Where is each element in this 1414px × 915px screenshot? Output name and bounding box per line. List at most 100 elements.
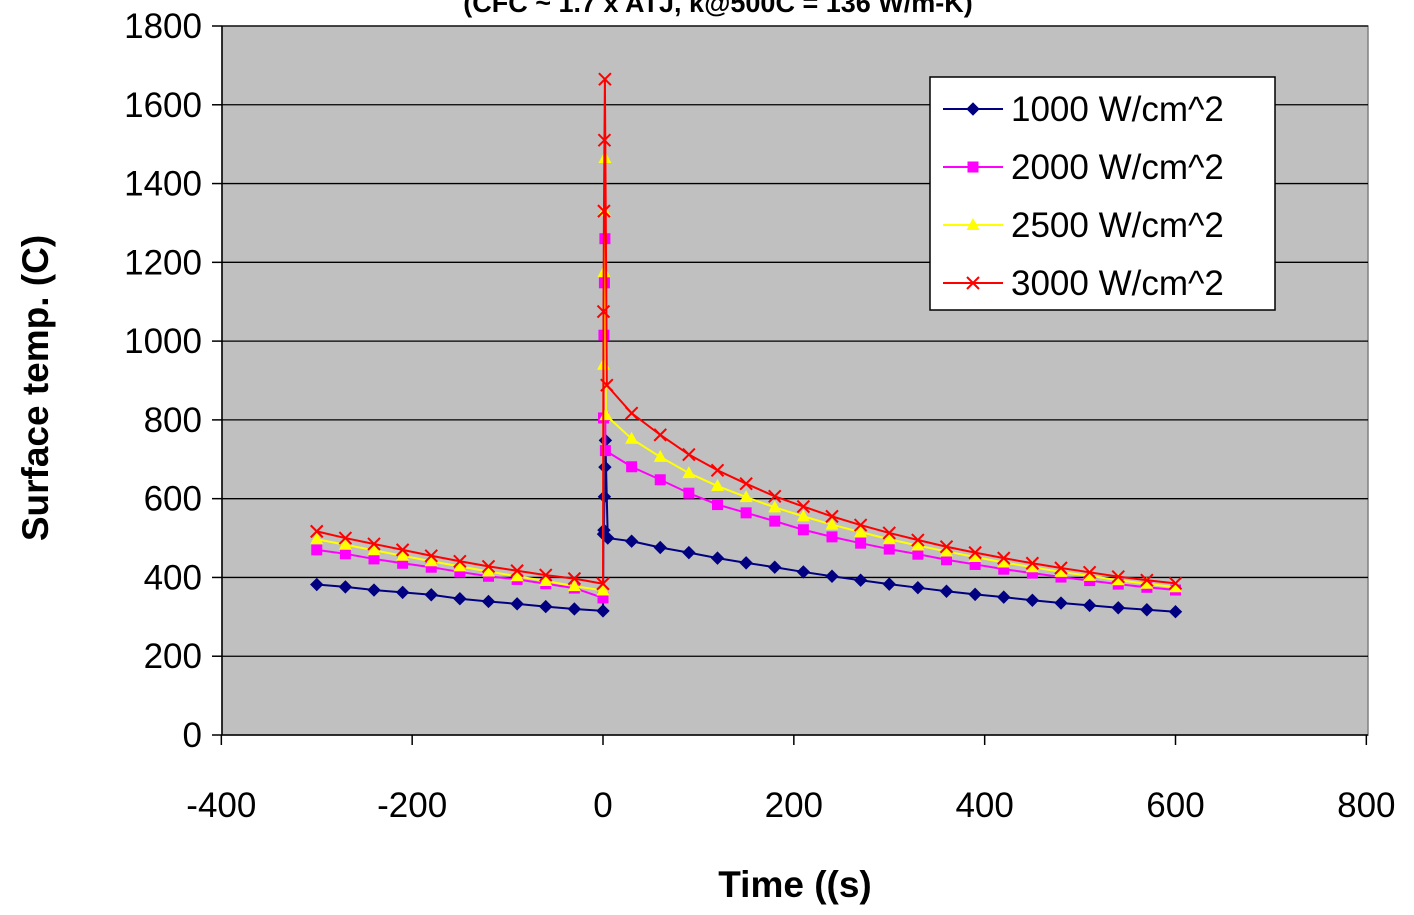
series-1-point — [997, 590, 1011, 604]
series-3-point — [768, 500, 782, 513]
series-4-point — [597, 133, 612, 147]
series-1-point — [1054, 596, 1068, 610]
series-3-point — [510, 569, 524, 582]
series-4-point-stroke — [968, 545, 982, 560]
y-tick-label: 600 — [144, 480, 202, 519]
series-2-point — [626, 461, 638, 473]
series-4-point-stroke — [597, 133, 612, 147]
series-3-point — [596, 583, 610, 596]
series-1-point — [596, 604, 610, 618]
series-1-point — [939, 584, 954, 598]
series-1-point — [598, 460, 612, 474]
series-3-point — [796, 509, 810, 522]
series-2-point — [683, 487, 695, 499]
series-4-point-stroke — [596, 304, 611, 319]
x-axis-title: Time ((s) — [718, 864, 872, 905]
series-2-point — [912, 548, 924, 560]
series-2-point — [368, 553, 380, 565]
chart-title: (CFC ~ 1.7 x ATJ, k@500C = 136 W/m-K) — [463, 0, 973, 18]
series-2-point — [797, 524, 809, 536]
series-3-point — [997, 555, 1011, 568]
series-3-point — [882, 532, 896, 545]
series-1-point — [1025, 593, 1040, 607]
series-4-point — [653, 428, 667, 442]
series-4-line — [316, 78, 1176, 585]
legend-label: 2000 W/cm^2 — [1011, 148, 1224, 187]
series-1-point — [597, 489, 612, 504]
series-4-point-stroke — [710, 463, 725, 478]
legend-marker — [966, 102, 980, 116]
series-4-point — [596, 304, 611, 319]
series-4-point — [597, 204, 611, 218]
series-4-point-stroke — [597, 204, 611, 218]
series-2-point — [1055, 571, 1067, 583]
series-1-point — [1082, 598, 1097, 613]
series-4-point-stroke — [911, 533, 925, 547]
series-4-point-stroke — [1025, 556, 1040, 570]
series-4-point — [1054, 561, 1068, 575]
series-1-point — [367, 583, 381, 597]
series-3-point — [539, 573, 553, 586]
series-2-point — [654, 474, 666, 486]
series-4-point-stroke — [882, 526, 896, 540]
series-4-point — [367, 537, 381, 551]
series-1-point — [481, 594, 496, 609]
x-tick-label: 200 — [765, 786, 823, 825]
series-3-point — [567, 579, 581, 592]
series-4-point-stroke — [1082, 565, 1097, 580]
y-tick-label: 1600 — [124, 86, 202, 125]
series-layer — [310, 72, 1183, 619]
series-4-point — [1111, 569, 1125, 584]
series-1-point — [739, 556, 753, 570]
series-3-point — [825, 517, 839, 530]
series-4-point-stroke — [510, 564, 524, 578]
series-4-point-stroke — [424, 549, 438, 563]
series-3-point — [711, 479, 725, 492]
series-4-point — [1025, 556, 1040, 570]
series-2-point — [712, 499, 724, 511]
series-1-point — [424, 588, 438, 602]
legend-marker — [966, 218, 980, 230]
series-4-point — [768, 489, 782, 504]
series-4-point — [567, 571, 582, 586]
series-4-point-stroke — [739, 476, 753, 491]
y-tick-label: 200 — [144, 637, 202, 676]
series-2-point — [425, 561, 437, 573]
series-2-point — [826, 531, 838, 543]
series-4-point — [796, 499, 811, 514]
series-4-point — [310, 524, 324, 539]
series-3-point — [424, 554, 438, 567]
series-1-point — [395, 585, 410, 600]
series-1-point — [710, 551, 725, 565]
y-tick-label: 1200 — [124, 243, 202, 282]
series-1-point — [510, 597, 524, 611]
y-axis-title: Surface temp. (C) — [15, 235, 56, 541]
series-4-point — [624, 406, 639, 420]
series-2-point — [969, 558, 981, 570]
series-4-point — [338, 531, 353, 545]
series-3-point — [396, 548, 410, 561]
series-4-point — [968, 545, 982, 560]
series-4-point — [1140, 573, 1154, 587]
series-1-point — [539, 599, 553, 614]
series-2-point — [599, 445, 611, 457]
series-4-point-stroke — [682, 447, 696, 462]
series-2-point — [454, 566, 466, 578]
series-4-point-stroke — [310, 524, 324, 539]
series-4-point — [853, 518, 868, 532]
series-1-point — [853, 573, 868, 587]
series-4-point — [1082, 565, 1097, 580]
series-4-point — [710, 463, 725, 478]
series-4-point-stroke — [395, 543, 410, 557]
series-1-point — [1140, 603, 1154, 617]
series-1-point — [796, 565, 811, 579]
legend-marker-stroke — [966, 276, 980, 290]
legend-marker — [966, 276, 980, 290]
legend: 1000 W/cm^2 2000 W/cm^2 2500 W/cm^2 3000 W/… — [929, 76, 1276, 311]
y-tick-label: 1800 — [124, 7, 202, 46]
x-tick-label: 0 — [593, 786, 612, 825]
legend-label: 1000 W/cm^2 — [1011, 90, 1224, 129]
series-1-point — [1168, 605, 1183, 619]
series-4-point-stroke — [997, 551, 1011, 565]
series-2-point — [397, 557, 409, 569]
